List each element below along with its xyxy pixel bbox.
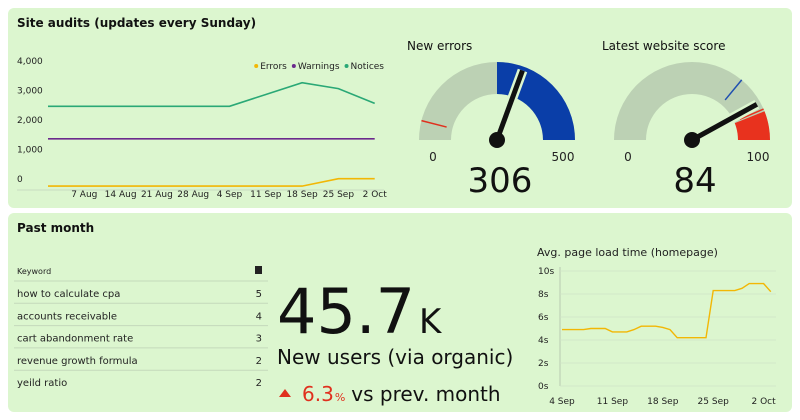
x-tick-label: 18 Sep	[286, 190, 318, 200]
x-tick-label: 21 Aug	[141, 190, 173, 200]
y-tick-label: 1,000	[17, 146, 43, 156]
keyword: revenue growth formula	[17, 356, 138, 367]
x-tick-label: 2 Oct	[752, 397, 777, 407]
delta-unit: %	[335, 391, 345, 404]
gauge-marker	[739, 108, 764, 121]
gauge-marker	[421, 119, 447, 128]
x-tick-label: 28 Aug	[177, 190, 209, 200]
keyword-count: 2	[256, 356, 262, 367]
y-tick-label: 4s	[538, 336, 549, 346]
x-tick-label: 7 Aug	[71, 190, 97, 200]
x-tick-label: 14 Aug	[105, 190, 137, 200]
x-tick-label: 25 Sep	[323, 190, 355, 200]
keyword: accounts receivable	[17, 311, 117, 322]
series-line	[562, 282, 772, 339]
table-header: Keyword	[17, 267, 51, 276]
kpi-label: New users (via organic)	[277, 345, 513, 369]
needle-hub	[684, 132, 700, 148]
legend-swatch	[291, 64, 296, 68]
legend-label: Warnings	[298, 62, 340, 72]
gauge-title: Latest website score	[602, 39, 725, 53]
panel	[8, 8, 792, 208]
gauge-value: 306	[468, 161, 533, 201]
panel	[8, 213, 792, 412]
y-tick-label: 10s	[538, 267, 554, 277]
kpi-delta: 6.3% vs prev. month	[302, 382, 501, 406]
keyword-count: 3	[256, 334, 262, 345]
x-tick-label: 4 Sep	[549, 397, 575, 407]
gauge-min: 0	[624, 150, 632, 164]
keyword-count: 4	[256, 311, 262, 322]
kpi-value: 45.7 K	[277, 275, 443, 348]
y-tick-label: 4,000	[17, 57, 43, 67]
y-tick-label: 3,000	[17, 86, 43, 96]
delta-value: 6.3	[302, 382, 334, 406]
keyword-count: 2	[256, 378, 262, 389]
series-line	[48, 177, 375, 187]
x-tick-label: 11 Sep	[597, 397, 629, 407]
legend-swatch	[344, 64, 349, 68]
y-tick-label: 2,000	[17, 116, 43, 126]
chart-title: Avg. page load time (homepage)	[537, 246, 718, 259]
x-tick-label: 2 Oct	[363, 190, 388, 200]
gauge-max: 100	[747, 150, 770, 164]
x-tick-label: 4 Sep	[217, 190, 243, 200]
needle-hub	[489, 132, 505, 148]
legend-label: Notices	[351, 62, 385, 72]
gauge-marker	[724, 79, 743, 101]
gauge-title: New errors	[407, 39, 472, 53]
kpi-number: 45.7	[277, 275, 415, 348]
y-tick-label: 0s	[538, 382, 549, 392]
x-tick-label: 18 Sep	[647, 397, 679, 407]
keyword-count: 5	[256, 289, 262, 300]
y-tick-label: 2s	[538, 359, 549, 369]
keyword: how to calculate cpa	[17, 289, 120, 300]
gauge-needle	[494, 69, 525, 141]
kpi-suffix: K	[419, 302, 443, 342]
legend-label: Errors	[260, 62, 287, 72]
gauge-min: 0	[429, 150, 437, 164]
gauge-track	[614, 62, 770, 141]
gauge-needle	[690, 102, 759, 143]
header-icon	[255, 266, 262, 274]
delta-text: vs prev. month	[351, 382, 500, 406]
gauge-value: 84	[673, 161, 716, 201]
gauge-max: 500	[552, 150, 575, 164]
y-tick-label: 8s	[538, 290, 549, 300]
legend-swatch	[254, 64, 259, 68]
x-tick-label: 25 Sep	[698, 397, 730, 407]
delta-arrow	[279, 389, 291, 397]
panel-title: Site audits (updates every Sunday)	[17, 16, 256, 30]
y-tick-label: 0	[17, 175, 23, 185]
x-tick-label: 11 Sep	[250, 190, 282, 200]
panel-title: Past month	[17, 221, 94, 235]
y-tick-label: 6s	[538, 313, 549, 323]
series-line	[48, 81, 376, 108]
gauge-band	[734, 111, 770, 140]
keyword: cart abandonment rate	[17, 334, 133, 345]
keyword: yeild ratio	[17, 378, 67, 389]
